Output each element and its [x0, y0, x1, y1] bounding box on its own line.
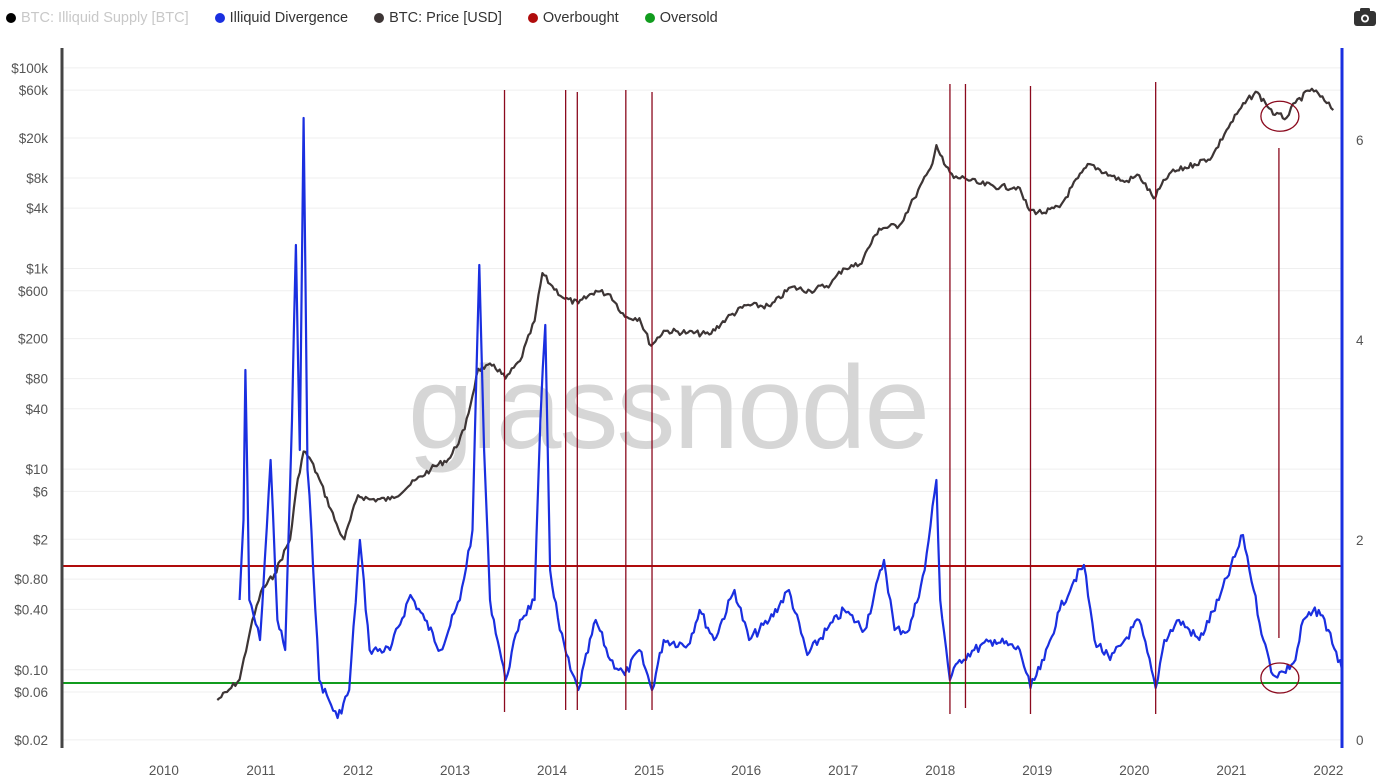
right-tick-label: 4: [1356, 333, 1364, 348]
left-tick-label: $8k: [26, 171, 48, 186]
x-tick-label: 2010: [149, 763, 179, 778]
legend-label: BTC: Illiquid Supply [BTC]: [21, 10, 189, 26]
x-tick-label: 2016: [731, 763, 761, 778]
x-tick-label: 2014: [537, 763, 568, 778]
price-series: [216, 87, 1335, 701]
left-tick-label: $0.02: [14, 733, 48, 748]
divergence-series: [238, 116, 1344, 720]
left-tick-label: $0.80: [14, 572, 48, 587]
watermark-logo: glassnode: [408, 342, 928, 474]
signal-lines: [503, 82, 1280, 714]
left-tick-label: $0.40: [14, 602, 48, 617]
divergence-line: [238, 116, 1344, 720]
x-tick-label: 2022: [1313, 763, 1343, 778]
left-tick-label: $100k: [11, 61, 48, 76]
chart-legend: BTC: Illiquid Supply [BTC] Illiquid Diver…: [6, 10, 718, 26]
legend-item[interactable]: Oversold: [644, 10, 718, 26]
left-tick-label: $60k: [19, 83, 49, 98]
right-tick-label: 0: [1356, 733, 1364, 748]
legend-dot-icon: [374, 13, 385, 23]
legend-dot-icon: [214, 13, 225, 23]
left-tick-label: $200: [18, 332, 48, 347]
right-tick-label: 2: [1356, 533, 1364, 548]
x-tick-label: 2013: [440, 763, 470, 778]
price-line: [216, 87, 1335, 701]
right-tick-label: 6: [1356, 133, 1364, 148]
x-tick-label: 2020: [1119, 763, 1149, 778]
left-tick-label: $10: [25, 462, 48, 477]
highlight-ellipse: [1260, 662, 1300, 694]
left-tick-label: $20k: [19, 131, 49, 146]
legend-dot-icon: [644, 13, 655, 23]
gridlines: [62, 67, 1342, 741]
legend-label: Overbought: [542, 10, 619, 26]
legend-item[interactable]: Illiquid Divergence: [214, 10, 349, 26]
camera-icon[interactable]: [1354, 8, 1376, 26]
x-tick-label: 2012: [343, 763, 373, 778]
left-tick-label: $2: [33, 532, 48, 547]
left-tick-label: $600: [18, 284, 48, 299]
axes: $100k $60k $20k $8k $4k $1k $600 $200 $80 $40 $10 $…: [11, 48, 1364, 778]
left-tick-label: $80: [25, 372, 48, 387]
left-tick-label: $0.10: [14, 663, 48, 678]
x-tick-label: 2019: [1022, 763, 1052, 778]
x-tick-label: 2021: [1216, 763, 1246, 778]
left-tick-label: $0.06: [14, 685, 48, 700]
x-tick-label: 2018: [925, 763, 955, 778]
legend-item[interactable]: BTC: Price [USD]: [374, 10, 502, 26]
left-tick-label: $1k: [26, 262, 48, 277]
legend-label: BTC: Price [USD]: [389, 10, 502, 26]
x-tick-label: 2015: [634, 763, 664, 778]
x-tick-label: 2017: [828, 763, 858, 778]
left-tick-label: $6: [33, 484, 48, 499]
legend-label: Illiquid Divergence: [229, 10, 349, 26]
legend-dot-icon: [527, 13, 538, 23]
left-tick-label: $40: [25, 402, 48, 417]
annotations: [1260, 100, 1300, 694]
legend-item[interactable]: Overbought: [527, 10, 619, 26]
legend-dot-icon: [6, 13, 16, 23]
x-tick-label: 2011: [246, 763, 275, 778]
highlight-ellipse: [1260, 100, 1300, 132]
left-tick-label: $4k: [26, 201, 48, 216]
legend-label: Oversold: [659, 10, 718, 26]
legend-item[interactable]: BTC: Illiquid Supply [BTC]: [6, 10, 189, 26]
